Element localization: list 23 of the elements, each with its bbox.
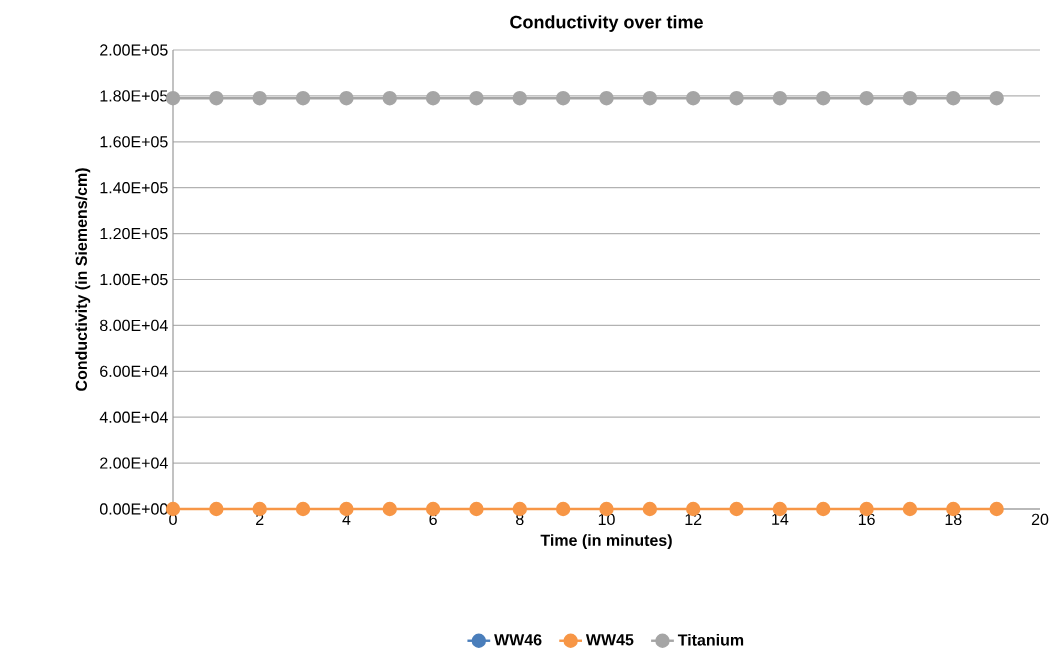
y-tick-label: 1.00E+05 (100, 273, 168, 286)
y-tick-label: 1.60E+05 (100, 136, 168, 148)
legend-label: WW46 (494, 634, 542, 646)
y-tick-label: 0.00E+00 (99, 503, 168, 515)
y-tick-label: 1.80E+05 (100, 90, 168, 102)
y-tick-label: 2.00E+04 (100, 457, 168, 469)
x-axis-title: Time (in minutes) (540, 534, 672, 550)
legend-label: WW45 (585, 634, 634, 646)
x-tick-label: 18 (945, 513, 962, 526)
x-tick-label: 10 (598, 513, 615, 526)
legend-label: Titanium (677, 633, 744, 646)
y-axis-title: Conductivity (in Siemens/cm) (75, 168, 91, 391)
y-tick-label: 8.00E+04 (100, 319, 168, 332)
x-tick-label: 16 (858, 513, 875, 526)
y-tick-label: 1.20E+05 (100, 227, 168, 240)
y-tick-label: 1.40E+05 (100, 182, 168, 194)
x-tick-label: 12 (685, 513, 702, 525)
x-tick-label: 20 (1031, 513, 1049, 526)
y-tick-label: 2.00E+05 (100, 44, 168, 56)
x-tick-label: 14 (772, 513, 789, 525)
y-tick-label: 4.00E+04 (99, 411, 168, 423)
chart-title: Conductivity over time (510, 15, 703, 32)
y-tick-label: 6.00E+04 (100, 365, 168, 377)
